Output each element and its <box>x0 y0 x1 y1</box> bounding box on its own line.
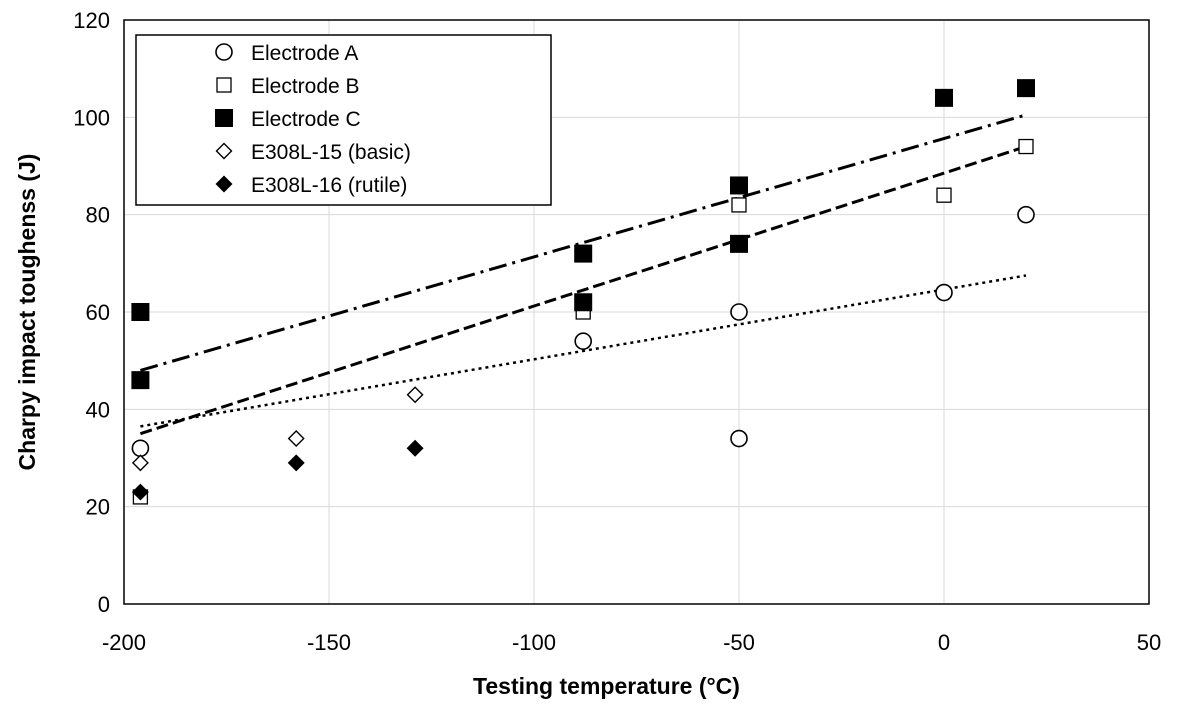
legend-marker-electrode-a <box>215 43 233 61</box>
point-e308l-16-rutile <box>287 454 305 472</box>
point-electrode-c <box>1017 79 1035 98</box>
point-electrode-a <box>574 332 593 351</box>
legend-label-e308l-16-rutile: E308L-16 (rutile) <box>251 174 407 197</box>
trendline-dotted <box>140 274 1027 428</box>
point-electrode-c <box>730 176 748 195</box>
plot-area-border <box>123 19 1150 605</box>
point-e308l-16-rutile <box>131 483 149 501</box>
y-tick-label: 40 <box>86 397 110 422</box>
legend: Electrode A Electrode B Electrode C E308L-1… <box>135 34 552 206</box>
trendline-dash-dot <box>139 113 1027 372</box>
y-tick-label: 20 <box>86 495 110 520</box>
point-electrode-b <box>731 197 747 213</box>
legend-marker-electrode-c <box>215 109 233 127</box>
y-tick-label: 100 <box>73 105 110 130</box>
x-tick-label: 0 <box>938 630 950 655</box>
y-tick-label: 80 <box>86 203 110 228</box>
legend-marker-e308l-15-basic <box>215 142 233 160</box>
x-tick-label: 50 <box>1137 630 1161 655</box>
legend-label-e308l-15-basic: E308L-15 (basic) <box>251 141 411 164</box>
point-electrode-a <box>935 283 953 302</box>
point-electrode-b <box>1018 138 1034 155</box>
point-electrode-a <box>131 439 150 458</box>
point-e308l-15-basic <box>406 386 424 404</box>
point-electrode-c <box>935 88 953 107</box>
legend-marker-electrode-b <box>216 77 232 93</box>
legend-label-electrode-b: Electrode B <box>251 75 360 98</box>
x-tick-label: -150 <box>307 630 351 655</box>
legend-label-electrode-a: Electrode A <box>251 42 358 65</box>
point-e308l-16-rutile <box>406 439 424 457</box>
point-electrode-c <box>131 371 150 390</box>
legend-marker-e308l-16-rutile <box>215 175 233 193</box>
point-electrode-a <box>730 303 748 321</box>
trendline-dashed <box>139 145 1027 436</box>
data-points <box>131 79 1035 505</box>
x-tick-label: -200 <box>102 630 146 655</box>
legend-box <box>135 34 552 206</box>
point-electrode-a <box>1017 205 1035 224</box>
legend-label-electrode-c: Electrode C <box>251 108 361 131</box>
x-tick-label: -100 <box>512 630 556 655</box>
axes: -200 -150 -100 -50 0 50 0 20 40 60 80 100 120 Testing… <box>14 8 1161 699</box>
x-tick-label: -50 <box>723 630 755 655</box>
point-electrode-c <box>730 234 748 253</box>
point-e308l-15-basic <box>287 430 305 448</box>
point-electrode-c <box>574 293 593 312</box>
point-electrode-c <box>131 303 150 321</box>
x-axis-title: Testing temperature (°C) <box>473 673 740 699</box>
trendlines <box>139 113 1027 436</box>
y-tick-label: 120 <box>73 8 110 33</box>
point-electrode-c <box>574 244 593 263</box>
point-electrode-b <box>936 187 952 203</box>
y-tick-label: 60 <box>86 300 110 325</box>
y-tick-label: 0 <box>98 592 110 617</box>
y-axis-title: Charpy impact toughenss (J) <box>14 154 40 471</box>
point-e308l-15-basic <box>131 454 149 472</box>
point-electrode-a <box>730 429 748 448</box>
